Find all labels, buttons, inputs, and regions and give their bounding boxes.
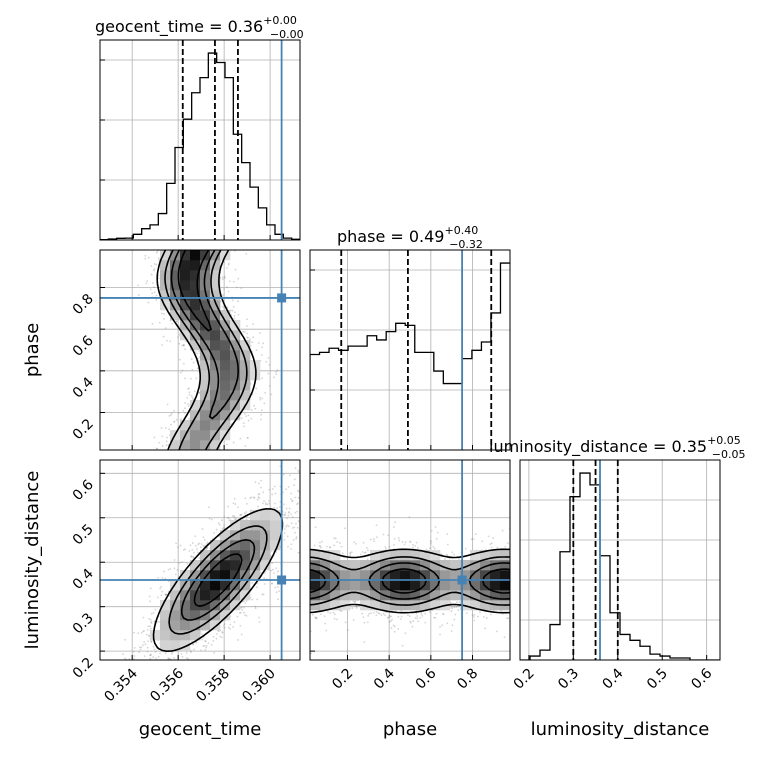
panel-frame — [309, 249, 511, 451]
y-tick-label: 0.6 — [70, 477, 97, 504]
x-tick-label: 0.5 — [644, 666, 671, 693]
histogram-step — [100, 52, 300, 240]
y-tick-label: 0.3 — [70, 610, 97, 637]
y-tick-label: 0.6 — [70, 333, 97, 360]
panel-hist-geocent-time — [99, 39, 301, 241]
panel-2d-geocent-time-vs-phase — [99, 249, 301, 451]
x-tick-label: 0.4 — [371, 665, 398, 692]
x-tick-label: 0.6 — [413, 665, 440, 692]
x-tick-label: 0.3 — [555, 666, 582, 693]
x-tick-label: 0.360 — [239, 666, 279, 706]
y-tick-label: 0.2 — [70, 655, 97, 682]
panel-frame — [99, 39, 301, 241]
histogram-step — [520, 472, 720, 660]
x-tick-label: 0.4 — [600, 665, 627, 692]
y-tick-label: 0.4 — [70, 566, 97, 593]
truth-marker — [277, 575, 287, 585]
x-tick-label: 0.2 — [511, 666, 538, 693]
x-tick-label: 0.6 — [688, 665, 715, 692]
y-tick-label: 0.5 — [70, 521, 97, 548]
panel-hist-phase — [309, 249, 511, 451]
panel-frame — [519, 459, 721, 661]
title-geocent-time: geocent_time = 0.36+0.00 −0.00 — [95, 14, 304, 41]
panel-frame — [309, 459, 511, 661]
contour-lines — [152, 508, 284, 652]
panel-hist-luminosity-distance — [519, 459, 721, 661]
title-phase: phase = 0.49+0.40 −0.32 — [337, 224, 483, 251]
contour-lines — [310, 548, 510, 614]
x-axis-title-luminosity-distance: luminosity_distance — [531, 719, 710, 740]
y-tick-label: 0.8 — [70, 291, 97, 318]
y-tick-label: 0.2 — [70, 416, 97, 443]
panel-2d-phase-vs-luminosity-distance — [309, 459, 511, 661]
truth-marker — [457, 575, 467, 585]
truth-marker — [277, 293, 287, 303]
y-axis-title-luminosity-distance: luminosity_distance — [22, 471, 43, 650]
y-axis-title-phase: phase — [22, 323, 43, 377]
panel-2d-geocent-time-vs-luminosity-distance — [99, 459, 301, 661]
x-tick-label: 0.358 — [193, 666, 233, 706]
y-tick-label: 0.4 — [70, 374, 97, 401]
x-tick-label: 0.8 — [454, 666, 481, 693]
x-axis-title-phase: phase — [383, 719, 437, 740]
panel-frame — [99, 249, 301, 451]
histogram-step — [310, 262, 510, 450]
title-luminosity-distance: luminosity_distance = 0.35+0.05 −0.05 — [489, 434, 746, 461]
x-tick-label: 0.2 — [329, 666, 356, 693]
x-tick-label: 0.354 — [101, 665, 141, 705]
x-axis-title-geocent-time: geocent_time — [139, 719, 262, 740]
panel-frame — [99, 459, 301, 661]
x-tick-label: 0.356 — [147, 665, 187, 705]
